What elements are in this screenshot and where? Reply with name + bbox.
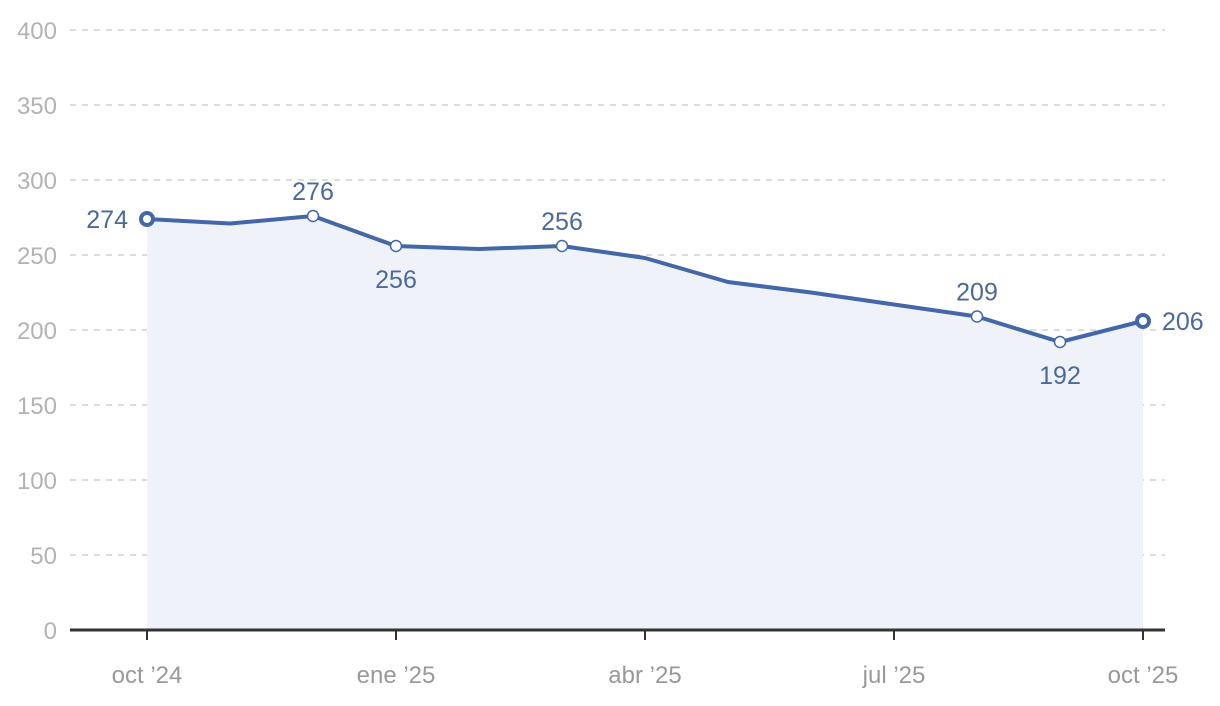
y-tick-label-50: 50 <box>30 543 57 570</box>
x-tick-label: oct ’25 <box>1108 662 1179 689</box>
data-point-marker <box>970 310 984 323</box>
data-point-markers <box>139 209 1151 349</box>
data-point-marker <box>306 209 320 223</box>
x-tick-label: abr ’25 <box>608 662 681 689</box>
x-tick-label: ene ’25 <box>357 662 436 689</box>
y-tick-label-0: 0 <box>44 618 57 645</box>
y-tick-label-350: 350 <box>17 93 57 120</box>
data-label: 209 <box>956 279 998 307</box>
y-tick-label-100: 100 <box>17 468 57 495</box>
area-fill <box>147 216 1143 630</box>
data-label: 256 <box>541 208 583 236</box>
data-point-marker <box>1135 313 1151 329</box>
data-point-marker <box>555 239 569 253</box>
y-tick-label-250: 250 <box>17 243 57 270</box>
data-label: 274 <box>86 206 128 234</box>
y-tick-label-300: 300 <box>17 168 57 195</box>
x-tick-label: oct ’24 <box>112 662 183 689</box>
x-tick-label: jul ’25 <box>862 662 926 689</box>
data-label: 256 <box>375 266 417 294</box>
y-tick-label-400: 400 <box>17 18 57 45</box>
data-label: 206 <box>1162 308 1204 336</box>
x-axis-ticks: oct ’24 ene ’25 abr ’25 jul ’25 oct ’25 <box>112 630 1179 689</box>
y-axis-tick-labels: 0 50 100 150 200 250 300 350 400 <box>17 18 57 645</box>
y-tick-label-150: 150 <box>17 393 57 420</box>
data-label: 276 <box>292 178 334 206</box>
data-label: 192 <box>1039 362 1081 390</box>
data-point-marker <box>139 211 155 227</box>
y-tick-label-200: 200 <box>17 318 57 345</box>
data-point-marker <box>389 239 403 253</box>
data-point-marker <box>1053 335 1067 349</box>
data-labels: 274 276 256 256 209 192 206 <box>86 178 1203 390</box>
